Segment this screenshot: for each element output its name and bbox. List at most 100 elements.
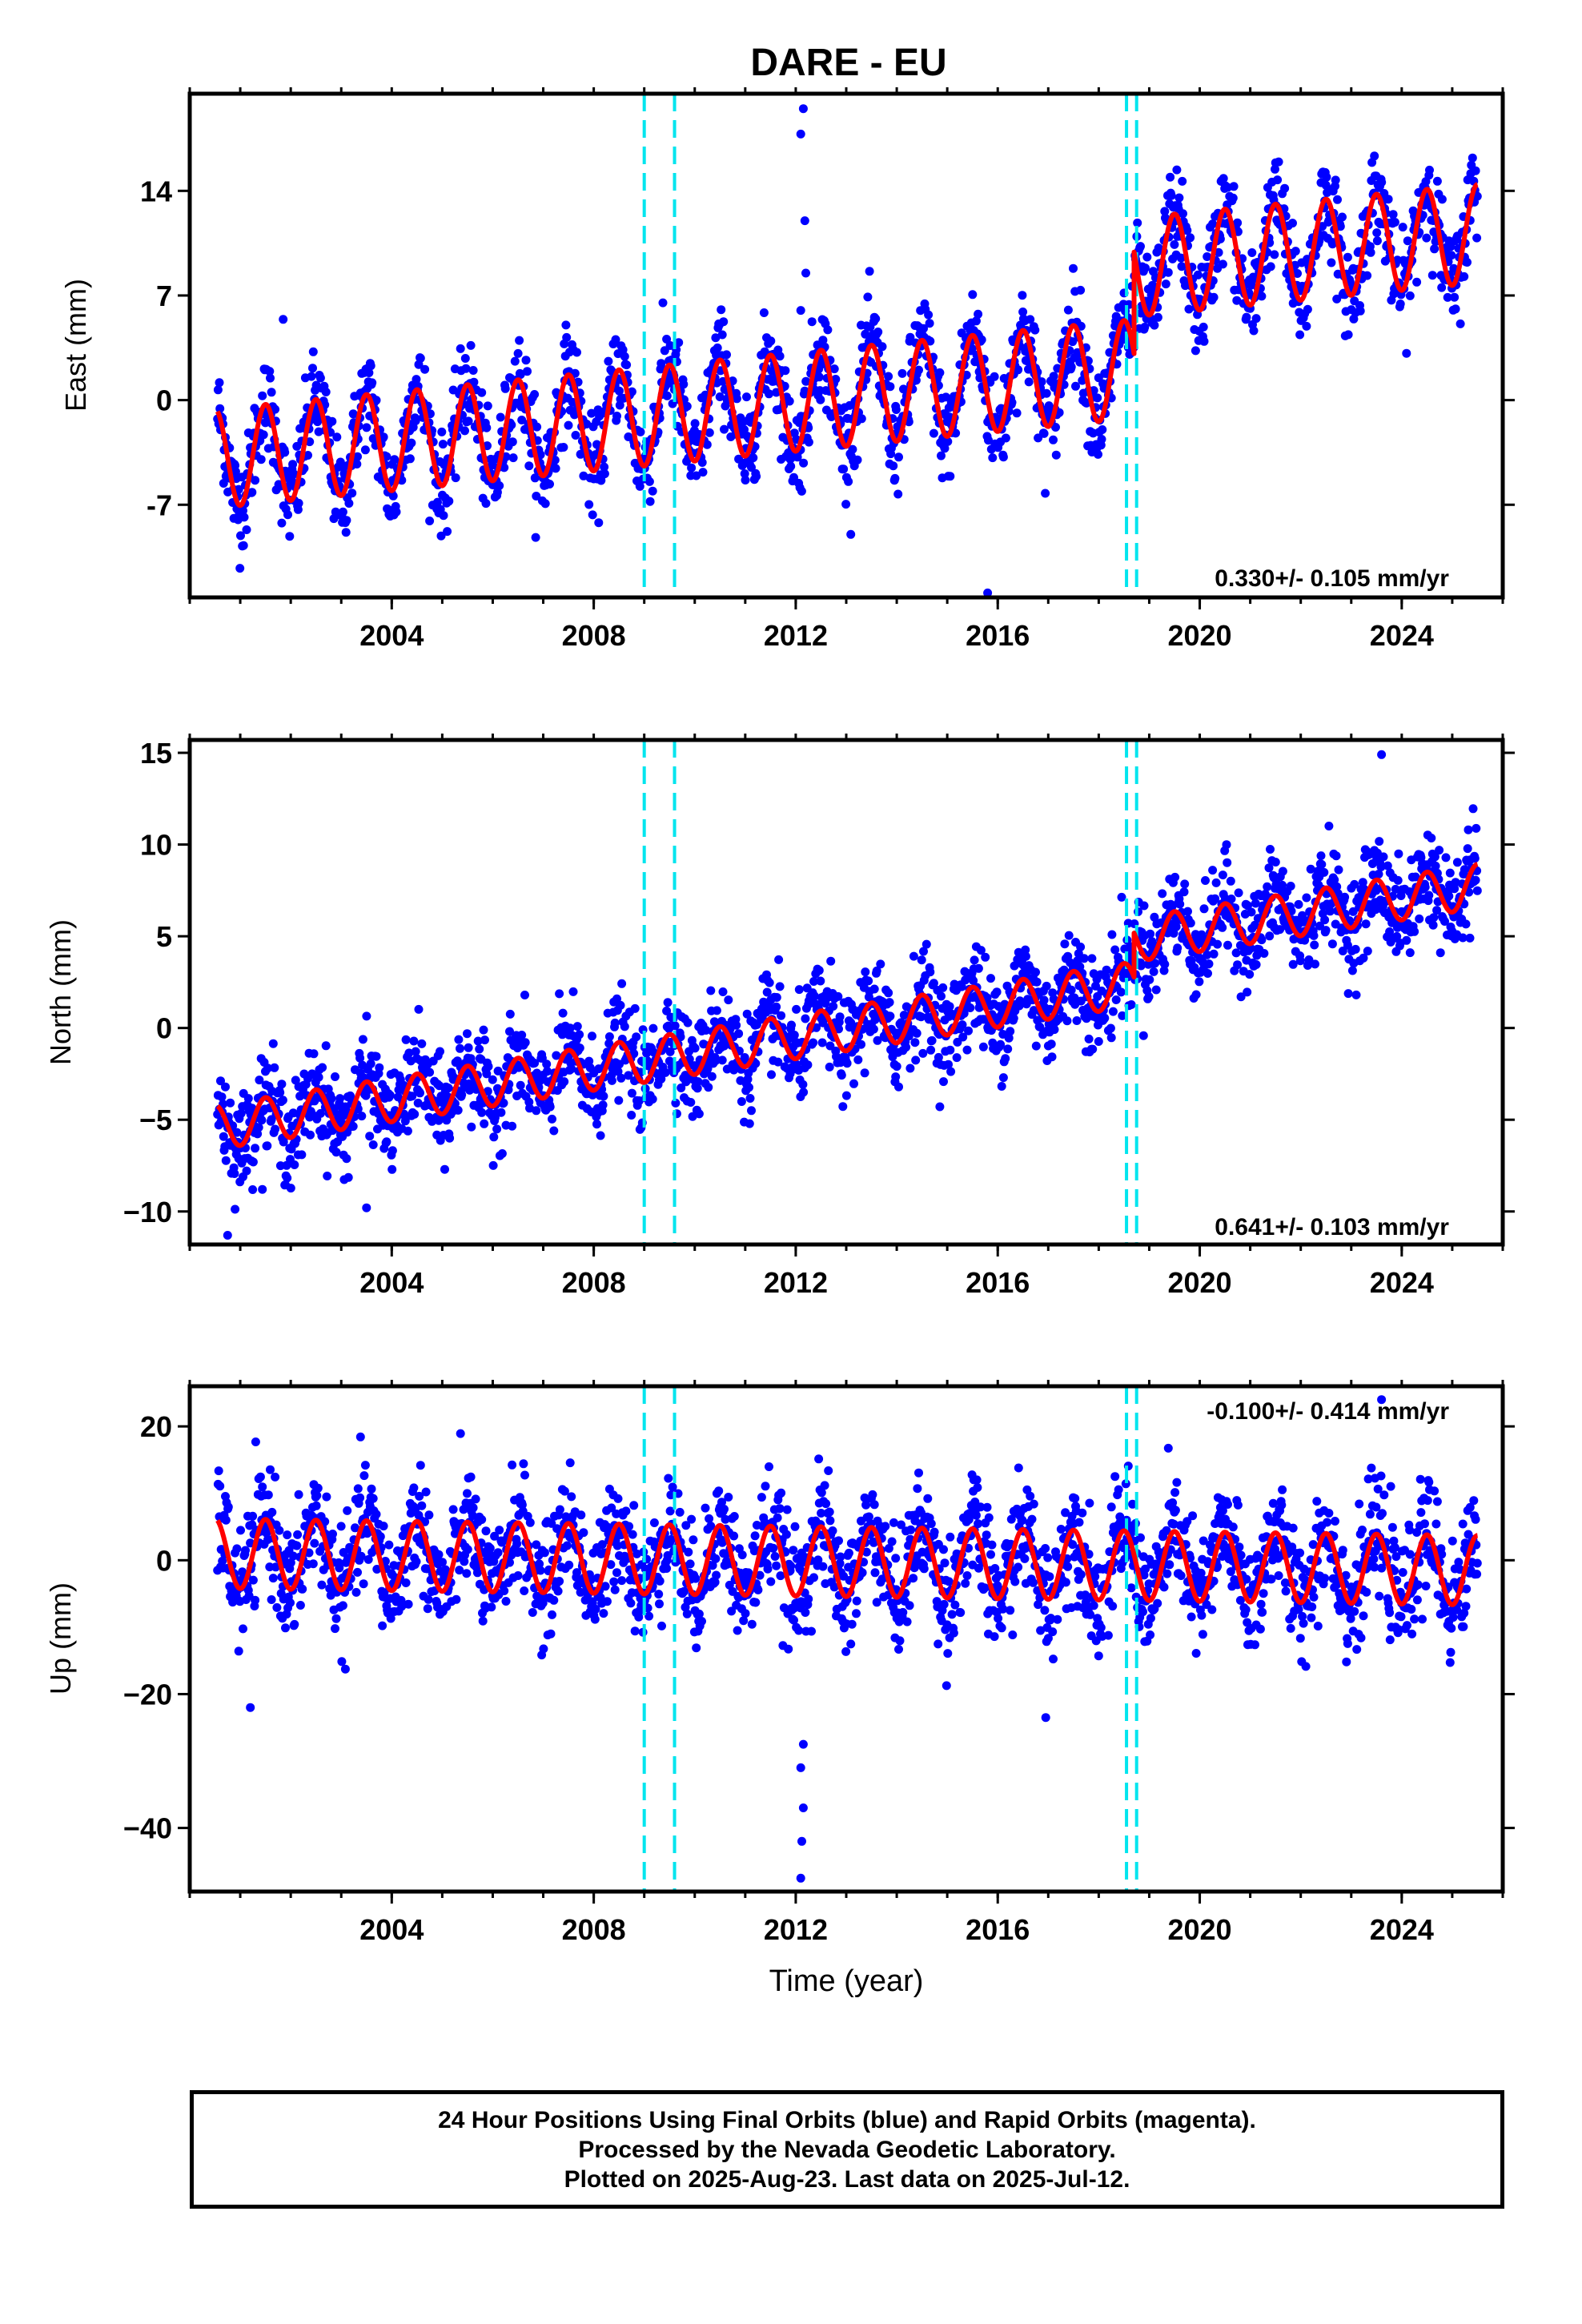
- data-point: [1139, 901, 1149, 911]
- data-point: [1437, 283, 1447, 292]
- data-point: [629, 1049, 639, 1059]
- data-point: [1021, 951, 1030, 961]
- data-point: [489, 1132, 499, 1142]
- data-point: [894, 452, 903, 462]
- data-point: [438, 440, 448, 449]
- data-point: [718, 987, 728, 996]
- data-point: [909, 951, 918, 961]
- data-point: [801, 268, 810, 278]
- data-point: [717, 1055, 727, 1065]
- data-point: [221, 1515, 231, 1525]
- data-point: [1223, 940, 1232, 950]
- data-point: [705, 428, 714, 437]
- data-point: [456, 344, 465, 353]
- data-point: [613, 1067, 623, 1076]
- data-point: [340, 1664, 350, 1674]
- data-point: [516, 370, 525, 380]
- data-point: [277, 1080, 287, 1089]
- data-point: [781, 366, 790, 376]
- data-point: [223, 1502, 233, 1512]
- data-point: [1460, 271, 1469, 281]
- data-point: [532, 1106, 541, 1116]
- data-point: [799, 458, 809, 468]
- data-point: [1372, 236, 1382, 246]
- data-point: [1064, 931, 1074, 940]
- data-point: [517, 1031, 527, 1039]
- data-point: [379, 432, 388, 442]
- data-point: [1331, 851, 1341, 861]
- data-point: [292, 1541, 302, 1550]
- data-point: [271, 1124, 280, 1134]
- data-point: [1179, 887, 1189, 897]
- data-point: [469, 377, 479, 387]
- data-point: [1295, 956, 1305, 966]
- data-point: [656, 359, 666, 368]
- data-point: [648, 1095, 657, 1104]
- data-point: [877, 342, 887, 352]
- data-point: [927, 1035, 937, 1045]
- data-point: [371, 396, 381, 405]
- data-point: [911, 1055, 921, 1065]
- data-point: [712, 1006, 721, 1015]
- data-point: [555, 1505, 564, 1514]
- data-point: [670, 1021, 680, 1031]
- data-point: [1159, 966, 1169, 975]
- data-point: [283, 1530, 292, 1540]
- data-point: [1321, 926, 1331, 935]
- data-point: [998, 1073, 1008, 1083]
- data-point: [1311, 959, 1319, 969]
- data-point: [279, 315, 288, 324]
- data-point: [520, 1470, 529, 1480]
- data-point: [1472, 191, 1482, 201]
- data-point: [1001, 1054, 1010, 1063]
- data-point: [658, 298, 668, 308]
- data-point: [919, 947, 928, 956]
- data-point: [213, 385, 223, 395]
- data-point: [488, 1075, 497, 1084]
- data-point: [919, 324, 928, 333]
- data-point: [1351, 990, 1361, 999]
- data-point: [355, 1432, 365, 1441]
- data-point: [520, 991, 529, 999]
- data-point: [765, 389, 773, 399]
- north-rate-label: 0.641+/- 0.103 mm/yr: [1215, 1214, 1449, 1240]
- data-point: [648, 486, 657, 496]
- data-point: [717, 330, 727, 340]
- data-point: [807, 317, 817, 327]
- data-point: [248, 1575, 258, 1585]
- data-point: [1316, 851, 1326, 861]
- data-point: [1263, 882, 1272, 891]
- data-point: [1076, 943, 1086, 951]
- data-point: [841, 500, 851, 509]
- data-point: [967, 344, 977, 353]
- data-point: [1275, 925, 1285, 935]
- data-point: [1383, 861, 1392, 870]
- data-point: [1182, 226, 1192, 235]
- data-point: [335, 1094, 345, 1104]
- data-point: [505, 1027, 514, 1036]
- data-point: [331, 1072, 339, 1081]
- data-point: [786, 461, 796, 471]
- data-point: [1150, 959, 1160, 968]
- plot-frame: [187, 91, 1505, 600]
- data-point: [1463, 844, 1472, 854]
- model-fit-line: [215, 862, 1480, 1148]
- data-point: [1377, 750, 1387, 759]
- data-point: [236, 1526, 245, 1535]
- data-point: [1039, 995, 1049, 1005]
- data-point: [926, 336, 935, 346]
- data-point: [742, 392, 751, 402]
- data-point: [307, 372, 316, 381]
- data-point: [387, 1146, 397, 1156]
- data-point: [1343, 989, 1353, 999]
- data-point: [1246, 943, 1255, 953]
- data-point: [553, 1586, 563, 1596]
- data-point: [1465, 933, 1475, 943]
- data-point: [530, 1059, 540, 1068]
- data-point: [934, 1052, 943, 1062]
- data-point: [1050, 1025, 1059, 1035]
- data-point: [352, 460, 362, 468]
- data-point: [331, 1148, 341, 1157]
- data-point: [1269, 873, 1279, 883]
- data-point: [521, 356, 531, 365]
